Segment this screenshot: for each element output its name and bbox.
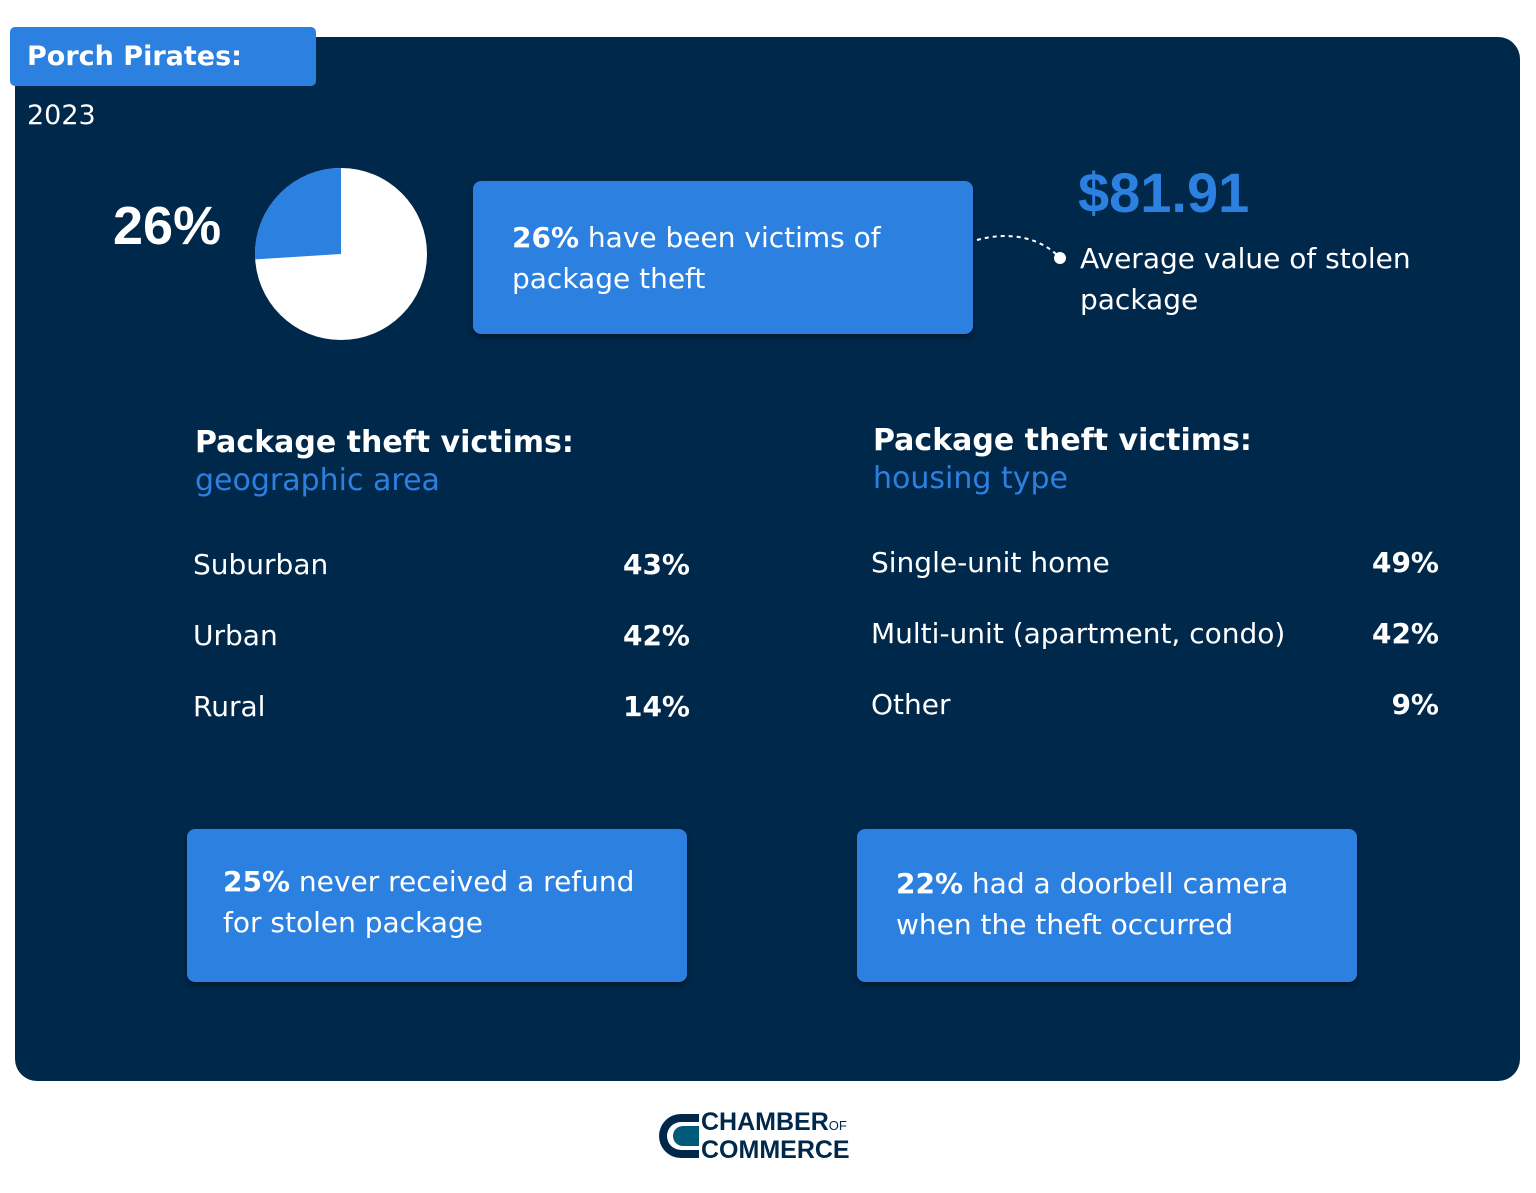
callout-text: never received a refund for stolen packa…: [223, 865, 635, 939]
list-item: Single-unit home 49%: [871, 546, 1439, 579]
callout-camera: 22% had a doorbell camera when the theft…: [857, 829, 1357, 982]
callout-bold: 22%: [896, 867, 964, 900]
subheading-text: geographic area: [195, 463, 440, 498]
average-label: Average value of stolen package: [1080, 242, 1411, 316]
subheading-text: housing type: [873, 461, 1068, 496]
list-item: Multi-unit (apartment, condo) 42%: [871, 617, 1439, 650]
row-label: Multi-unit (apartment, condo): [871, 617, 1286, 650]
row-value: 49%: [1371, 546, 1439, 579]
pie-slice-victims: [255, 168, 341, 260]
list-item: Other 9%: [871, 688, 1439, 721]
row-label: Single-unit home: [871, 546, 1110, 579]
list-item: Rural 14%: [193, 690, 690, 723]
pie-chart: [255, 168, 427, 340]
connector-line: [976, 235, 1066, 264]
heading-text: Package theft victims:: [873, 423, 1252, 458]
logo-mark-icon: [659, 1114, 699, 1158]
callout-victims: 26% have been victims of package theft: [473, 181, 973, 334]
connector-dot: [1054, 252, 1066, 264]
list-item: Suburban 43%: [193, 548, 690, 581]
pie-percent-label: 26%: [113, 196, 222, 256]
title-year: 2023: [27, 100, 96, 131]
logo-text: CHAMBEROF COMMERCE: [701, 1108, 850, 1164]
chamber-of-commerce-logo: CHAMBEROF COMMERCE: [659, 1108, 850, 1164]
housing-heading: Package theft victims: housing type: [873, 422, 1252, 498]
title-bold: Porch Pirates:: [27, 41, 242, 72]
geographic-heading: Package theft victims: geographic area: [195, 424, 574, 500]
callout-bold: 25%: [223, 865, 291, 898]
row-value: 14%: [622, 690, 690, 723]
row-label: Other: [871, 688, 951, 721]
row-value: 42%: [622, 619, 690, 652]
row-value: 43%: [622, 548, 690, 581]
average-value: $81.91: [1078, 161, 1250, 224]
callout-text: had a doorbell camera when the theft occ…: [896, 867, 1289, 941]
callout-text: have been victims of package theft: [512, 221, 881, 295]
list-item: Urban 42%: [193, 619, 690, 652]
row-label: Rural: [193, 690, 266, 723]
callout-bold: 26%: [512, 221, 580, 254]
row-label: Urban: [193, 619, 278, 652]
heading-text: Package theft victims:: [195, 425, 574, 460]
callout-refund: 25% never received a refund for stolen p…: [187, 829, 687, 982]
row-value: 42%: [1371, 617, 1439, 650]
row-value: 9%: [1391, 688, 1439, 721]
row-label: Suburban: [193, 548, 329, 581]
title-tag: Porch Pirates: 2023: [10, 27, 316, 131]
